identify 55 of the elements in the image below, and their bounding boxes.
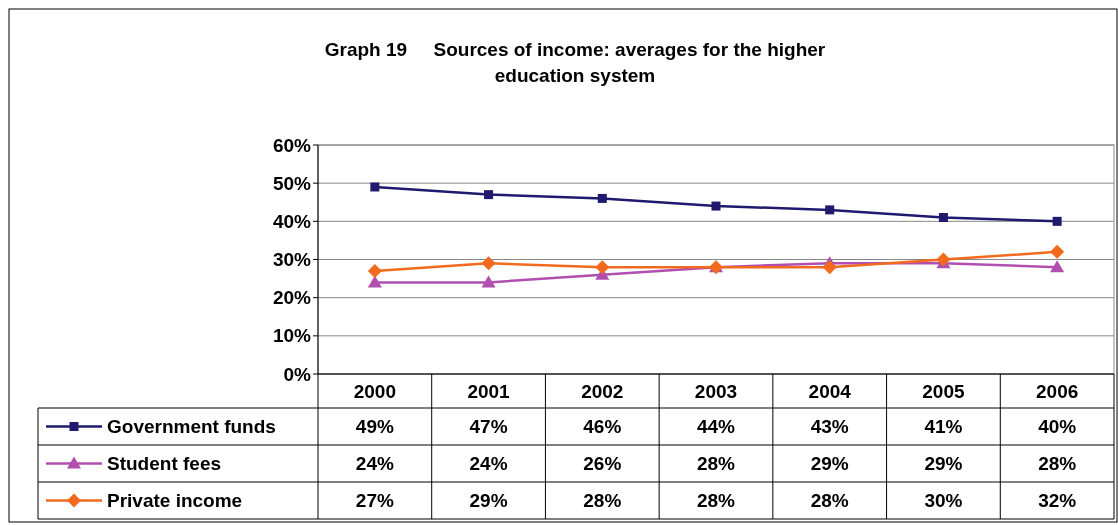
- point: [481, 256, 496, 271]
- data-label: 47%: [469, 416, 508, 438]
- x-tick-label: 2001: [467, 380, 511, 402]
- data-label: 40%: [1038, 416, 1077, 438]
- y-tick-label: 10%: [272, 325, 312, 347]
- point: [367, 275, 382, 288]
- data-label: 43%: [810, 416, 849, 438]
- y-tick-label: 0%: [283, 363, 312, 385]
- legend-label: Government funds: [107, 416, 276, 438]
- data-label: 46%: [583, 416, 622, 438]
- data-label: 44%: [696, 416, 736, 438]
- point: [370, 182, 380, 192]
- data-label: 30%: [924, 490, 963, 512]
- data-label: 29%: [924, 453, 963, 475]
- point: [367, 263, 382, 278]
- y-tick-label: 30%: [272, 249, 312, 271]
- point: [711, 201, 721, 211]
- y-tick-label: 40%: [272, 210, 312, 232]
- data-label: 41%: [924, 416, 963, 438]
- data-label: 28%: [583, 490, 622, 512]
- point: [484, 190, 494, 200]
- x-tick-label: 2000: [353, 380, 396, 402]
- data-label: 29%: [469, 490, 508, 512]
- x-tick-label: 2005: [922, 380, 965, 402]
- x-tick-label: 2004: [808, 380, 852, 402]
- point: [1052, 216, 1062, 226]
- point: [597, 193, 607, 203]
- point: [595, 260, 610, 275]
- data-label: 28%: [810, 490, 849, 512]
- point: [1050, 244, 1065, 259]
- data-label: 28%: [696, 453, 736, 475]
- data-label: 24%: [355, 453, 394, 475]
- data-label: 32%: [1038, 490, 1077, 512]
- legend-label: Student fees: [107, 453, 222, 475]
- chart-title: Graph 19 Sources of income: averages for the higher education system: [324, 39, 826, 86]
- x-tick-label: 2002: [581, 380, 624, 402]
- point: [936, 252, 951, 267]
- point: [822, 260, 837, 275]
- data-label: 29%: [810, 453, 849, 475]
- x-tick-label: 2006: [1036, 380, 1079, 402]
- point: [1050, 260, 1065, 273]
- y-tick-label: 20%: [272, 287, 312, 309]
- data-label: 49%: [355, 416, 394, 438]
- x-tick-label: 2003: [694, 380, 738, 402]
- point: [825, 205, 835, 215]
- data-label: 24%: [469, 453, 508, 475]
- point: [938, 213, 948, 223]
- y-tick-label: 60%: [272, 134, 312, 156]
- y-tick-label: 50%: [272, 172, 312, 194]
- legend-label: Private income: [107, 490, 243, 512]
- data-label: 28%: [696, 490, 736, 512]
- data-label: 27%: [355, 490, 394, 512]
- data-label: 26%: [583, 453, 622, 475]
- point: [481, 275, 496, 288]
- data-label: 28%: [1038, 453, 1077, 475]
